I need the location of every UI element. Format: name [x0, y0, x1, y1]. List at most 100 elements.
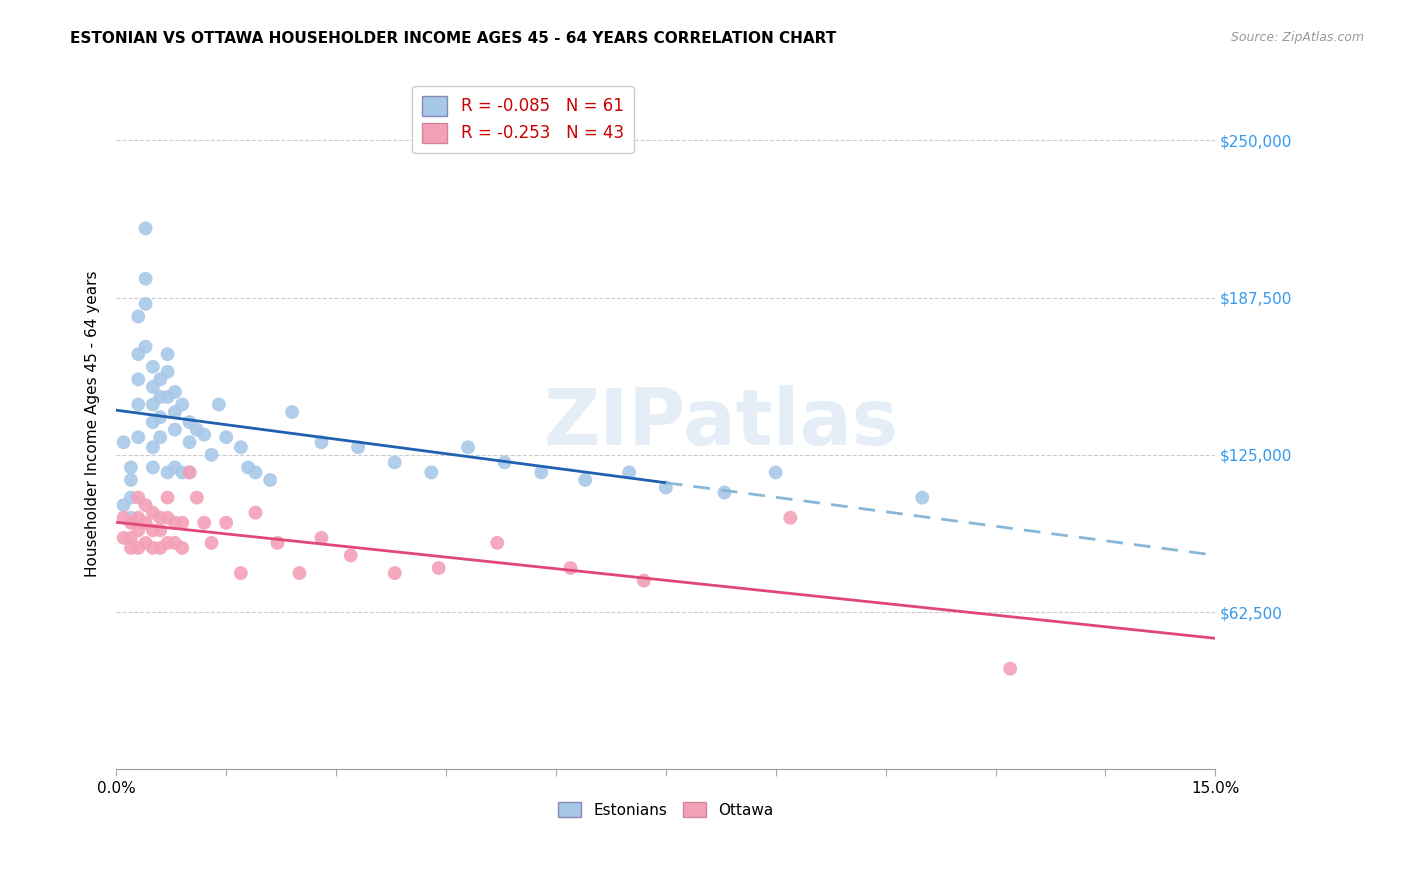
Text: Source: ZipAtlas.com: Source: ZipAtlas.com — [1230, 31, 1364, 45]
Point — [245, 506, 267, 520]
Point — [486, 536, 509, 550]
Point — [163, 460, 186, 475]
Y-axis label: Householder Income Ages 45 - 64 years: Householder Income Ages 45 - 64 years — [86, 270, 100, 576]
Point — [127, 541, 149, 555]
Point — [266, 536, 288, 550]
Point — [135, 297, 157, 311]
Point — [127, 347, 149, 361]
Point — [112, 498, 135, 512]
Point — [163, 423, 186, 437]
Point — [127, 430, 149, 444]
Point — [142, 541, 165, 555]
Point — [200, 536, 222, 550]
Point — [193, 516, 215, 530]
Point — [156, 390, 179, 404]
Point — [163, 516, 186, 530]
Point — [163, 405, 186, 419]
Point — [186, 491, 208, 505]
Point — [311, 435, 333, 450]
Point — [112, 510, 135, 524]
Point — [127, 491, 149, 505]
Point — [120, 460, 142, 475]
Point — [156, 365, 179, 379]
Text: ESTONIAN VS OTTAWA HOUSEHOLDER INCOME AGES 45 - 64 YEARS CORRELATION CHART: ESTONIAN VS OTTAWA HOUSEHOLDER INCOME AG… — [70, 31, 837, 46]
Point — [156, 510, 179, 524]
Point — [149, 430, 172, 444]
Point — [142, 506, 165, 520]
Point — [560, 561, 582, 575]
Point — [127, 510, 149, 524]
Point — [281, 405, 304, 419]
Point — [149, 390, 172, 404]
Point — [120, 510, 142, 524]
Point — [120, 491, 142, 505]
Point — [142, 359, 165, 374]
Point — [142, 380, 165, 394]
Point — [229, 566, 252, 580]
Point — [142, 415, 165, 429]
Point — [179, 415, 201, 429]
Point — [120, 541, 142, 555]
Point — [229, 440, 252, 454]
Point — [633, 574, 655, 588]
Point — [127, 310, 149, 324]
Point — [574, 473, 596, 487]
Point — [149, 410, 172, 425]
Point — [617, 466, 640, 480]
Point — [135, 516, 157, 530]
Point — [208, 397, 231, 411]
Point — [347, 440, 370, 454]
Point — [288, 566, 311, 580]
Point — [179, 435, 201, 450]
Point — [245, 466, 267, 480]
Point — [156, 466, 179, 480]
Point — [135, 498, 157, 512]
Point — [384, 455, 406, 469]
Point — [200, 448, 222, 462]
Point — [120, 516, 142, 530]
Point — [142, 460, 165, 475]
Point — [163, 536, 186, 550]
Point — [259, 473, 281, 487]
Point — [120, 473, 142, 487]
Point — [530, 466, 553, 480]
Point — [156, 536, 179, 550]
Point — [179, 466, 201, 480]
Point — [135, 340, 157, 354]
Point — [765, 466, 787, 480]
Point — [339, 549, 361, 563]
Point — [655, 481, 678, 495]
Point — [172, 516, 194, 530]
Point — [172, 541, 194, 555]
Point — [163, 384, 186, 399]
Point — [215, 516, 238, 530]
Point — [149, 510, 172, 524]
Point — [112, 531, 135, 545]
Point — [156, 491, 179, 505]
Point — [420, 466, 443, 480]
Point — [193, 427, 215, 442]
Point — [142, 397, 165, 411]
Point — [311, 531, 333, 545]
Point — [149, 524, 172, 538]
Point — [172, 397, 194, 411]
Point — [384, 566, 406, 580]
Point — [779, 510, 801, 524]
Point — [156, 347, 179, 361]
Legend: Estonians, Ottawa: Estonians, Ottawa — [553, 796, 779, 824]
Point — [215, 430, 238, 444]
Point — [149, 372, 172, 386]
Point — [179, 466, 201, 480]
Point — [127, 397, 149, 411]
Point — [998, 662, 1021, 676]
Point — [713, 485, 735, 500]
Point — [120, 531, 142, 545]
Point — [135, 536, 157, 550]
Text: ZIPatlas: ZIPatlas — [543, 385, 898, 461]
Point — [112, 435, 135, 450]
Point — [911, 491, 934, 505]
Point — [238, 460, 260, 475]
Point — [127, 372, 149, 386]
Point — [142, 440, 165, 454]
Point — [457, 440, 479, 454]
